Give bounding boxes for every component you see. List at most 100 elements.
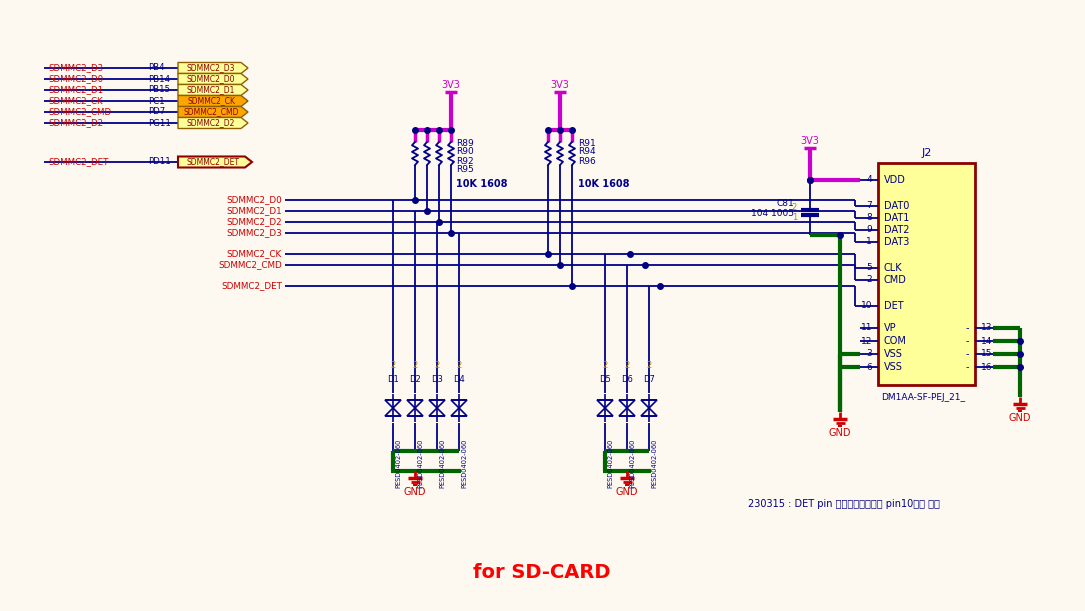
Text: SDMMC2_CMD: SDMMC2_CMD	[218, 260, 282, 269]
Text: 2: 2	[792, 202, 797, 211]
Text: 3: 3	[866, 349, 872, 359]
Text: DAT3: DAT3	[884, 237, 909, 247]
Text: PESD0402-060: PESD0402-060	[651, 438, 658, 488]
Text: GND: GND	[616, 487, 638, 497]
Text: 16: 16	[981, 362, 993, 371]
Text: DAT2: DAT2	[884, 225, 909, 235]
Text: 13: 13	[981, 323, 993, 332]
Polygon shape	[178, 84, 248, 95]
Text: 8: 8	[866, 213, 872, 222]
Text: 2: 2	[602, 362, 608, 370]
Text: 3V3: 3V3	[442, 80, 460, 90]
Text: R92: R92	[456, 156, 474, 166]
Text: PD11: PD11	[148, 158, 170, 167]
Text: 1: 1	[866, 238, 872, 246]
Polygon shape	[178, 117, 248, 128]
Text: GND: GND	[404, 487, 426, 497]
Polygon shape	[178, 156, 252, 167]
Text: VSS: VSS	[884, 349, 903, 359]
Text: 2: 2	[457, 362, 461, 370]
Text: SDMMC2_CK: SDMMC2_CK	[227, 249, 282, 258]
Text: 2: 2	[412, 362, 418, 370]
Text: for SD-CARD: for SD-CARD	[473, 563, 611, 582]
Text: 2: 2	[647, 362, 652, 370]
Text: D2: D2	[409, 376, 421, 384]
Polygon shape	[178, 106, 248, 117]
Text: 14: 14	[981, 337, 993, 345]
Text: -: -	[966, 336, 969, 346]
Polygon shape	[178, 95, 248, 106]
Text: VDD: VDD	[884, 175, 906, 185]
Text: PESD0402-060: PESD0402-060	[629, 438, 635, 488]
Text: 12: 12	[860, 337, 872, 345]
Text: 2: 2	[434, 362, 439, 370]
Text: CLK: CLK	[884, 263, 903, 273]
Text: R89: R89	[456, 139, 474, 147]
Text: 11: 11	[860, 323, 872, 332]
Text: COM: COM	[884, 336, 907, 346]
Text: D3: D3	[431, 376, 443, 384]
Text: 2: 2	[624, 362, 629, 370]
Text: GND: GND	[1009, 413, 1031, 423]
Text: PESD0402-060: PESD0402-060	[439, 438, 445, 488]
Text: R91: R91	[578, 139, 596, 147]
Text: 9: 9	[866, 225, 872, 235]
Text: -: -	[966, 323, 969, 333]
Text: PD7: PD7	[148, 108, 165, 117]
Text: SDMMC2_DET: SDMMC2_DET	[187, 158, 240, 167]
Polygon shape	[178, 73, 248, 84]
Text: SDMMC2_D3: SDMMC2_D3	[227, 229, 282, 238]
Text: PB15: PB15	[148, 86, 170, 95]
Text: D7: D7	[643, 376, 655, 384]
Text: SDMMC2_D0: SDMMC2_D0	[48, 75, 103, 84]
Text: PESD0402-060: PESD0402-060	[461, 438, 467, 488]
Text: SDMMC2_D0: SDMMC2_D0	[187, 75, 235, 84]
Text: 15: 15	[981, 349, 993, 359]
Text: 10: 10	[860, 301, 872, 310]
Text: DAT1: DAT1	[884, 213, 909, 223]
Text: PB4: PB4	[148, 64, 165, 73]
Text: SDMMC2_CMD: SDMMC2_CMD	[48, 108, 111, 117]
FancyBboxPatch shape	[878, 163, 975, 385]
Text: SDMMC2_DET: SDMMC2_DET	[48, 158, 108, 167]
Text: VP: VP	[884, 323, 896, 333]
Text: 3V3: 3V3	[550, 80, 570, 90]
Text: SDMMC2_D3: SDMMC2_D3	[48, 64, 103, 73]
Text: DET: DET	[884, 301, 904, 311]
Text: PESD0402-060: PESD0402-060	[417, 438, 423, 488]
Text: VSS: VSS	[884, 362, 903, 372]
Text: PESD0402-060: PESD0402-060	[395, 438, 401, 488]
Text: SDMMC2_D1: SDMMC2_D1	[227, 207, 282, 216]
Text: PG11: PG11	[148, 119, 170, 128]
Text: -: -	[966, 349, 969, 359]
Text: 104 1005: 104 1005	[751, 210, 794, 219]
Text: CMD: CMD	[884, 275, 907, 285]
Text: 1: 1	[792, 213, 797, 222]
Text: SDMMC2_DET: SDMMC2_DET	[221, 282, 282, 290]
Text: D4: D4	[454, 376, 464, 384]
Text: SDMMC2_D1: SDMMC2_D1	[48, 86, 103, 95]
Text: 5: 5	[866, 263, 872, 273]
Text: SDMMC2_D1: SDMMC2_D1	[187, 86, 235, 95]
Text: 7: 7	[866, 202, 872, 211]
Text: 230315 : DET pin 라이브러이상으로 pin10으로 수정: 230315 : DET pin 라이브러이상으로 pin10으로 수정	[748, 499, 940, 509]
Polygon shape	[178, 62, 248, 73]
Text: SDMMC2_CK: SDMMC2_CK	[48, 97, 103, 106]
Text: 2: 2	[867, 276, 872, 285]
Text: R95: R95	[456, 166, 474, 175]
Text: SDMMC2_D3: SDMMC2_D3	[187, 64, 235, 73]
Text: R94: R94	[578, 147, 596, 156]
Text: R90: R90	[456, 147, 474, 156]
Text: PC1: PC1	[148, 97, 165, 106]
Text: SDMMC2_D0: SDMMC2_D0	[227, 196, 282, 205]
Text: D6: D6	[621, 376, 633, 384]
Text: C81: C81	[776, 199, 794, 208]
Text: 2: 2	[391, 362, 396, 370]
Text: DM1AA-SF-PEJ_21_: DM1AA-SF-PEJ_21_	[881, 392, 965, 401]
Text: SDMMC2_D2: SDMMC2_D2	[227, 218, 282, 227]
Text: DAT0: DAT0	[884, 201, 909, 211]
Text: -: -	[966, 362, 969, 372]
Text: SDMMC2_D2: SDMMC2_D2	[48, 119, 103, 128]
Text: SDMMC2_D2: SDMMC2_D2	[187, 119, 235, 128]
Text: PB14: PB14	[148, 75, 170, 84]
